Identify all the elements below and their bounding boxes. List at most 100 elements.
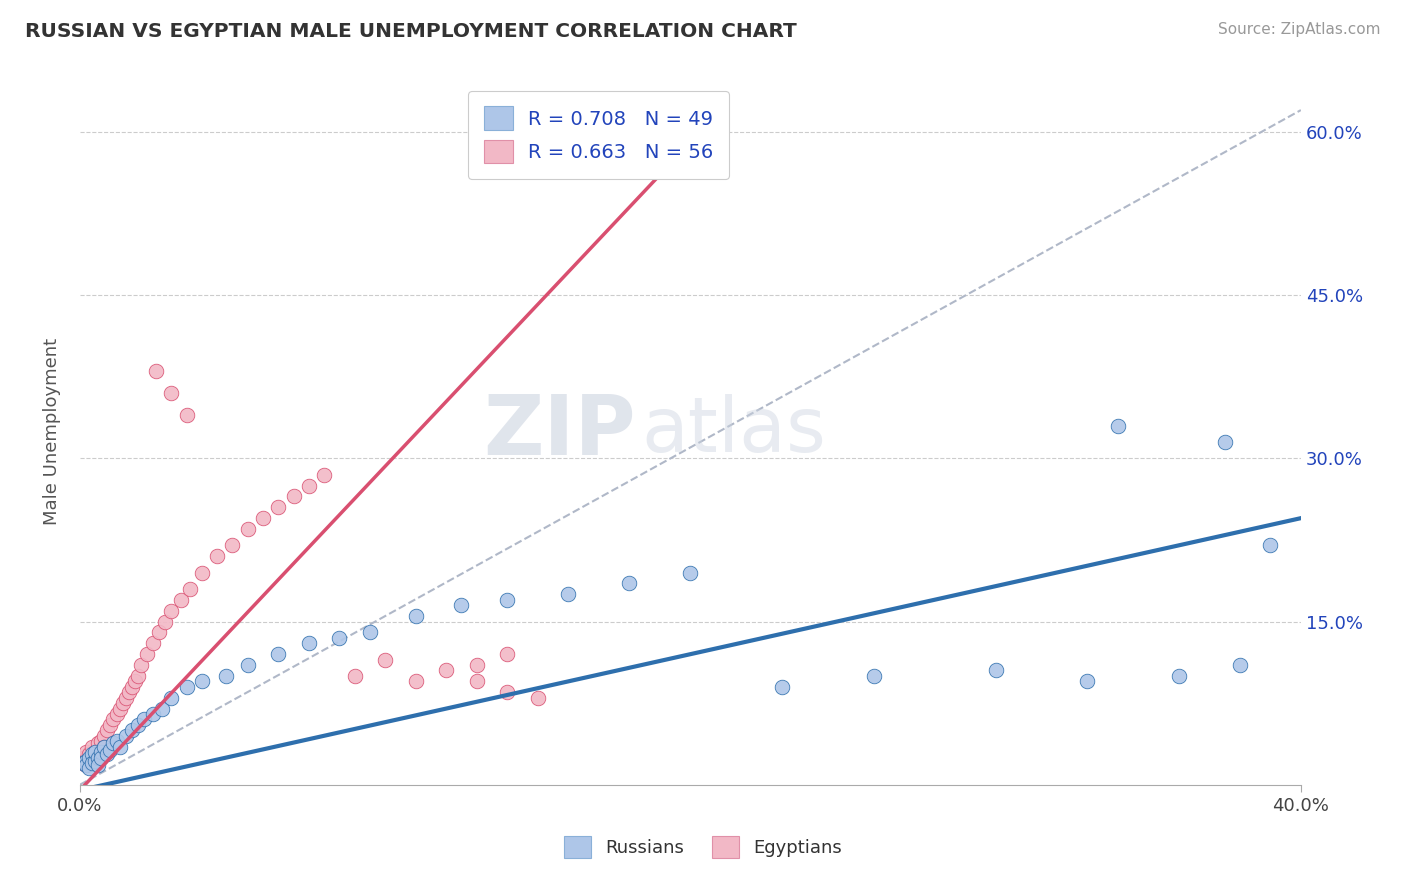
Point bbox=[267, 500, 290, 515]
Point bbox=[105, 706, 128, 721]
Point bbox=[862, 669, 884, 683]
Point bbox=[87, 736, 110, 750]
Point bbox=[236, 658, 259, 673]
Point bbox=[103, 736, 125, 750]
Point bbox=[105, 734, 128, 748]
Point bbox=[1229, 658, 1251, 673]
Point bbox=[121, 680, 143, 694]
Point bbox=[75, 745, 97, 759]
Point bbox=[75, 754, 97, 768]
Point bbox=[90, 745, 112, 759]
Point bbox=[374, 652, 396, 666]
Point bbox=[84, 745, 107, 759]
Point bbox=[87, 758, 110, 772]
Legend: R = 0.708   N = 49, R = 0.663   N = 56: R = 0.708 N = 49, R = 0.663 N = 56 bbox=[468, 91, 730, 179]
Point bbox=[221, 538, 243, 552]
Point bbox=[100, 718, 122, 732]
Point bbox=[90, 734, 112, 748]
Point bbox=[1167, 669, 1189, 683]
Point bbox=[80, 747, 103, 762]
Point bbox=[93, 739, 115, 754]
Point bbox=[1213, 434, 1236, 449]
Legend: Russians, Egyptians: Russians, Egyptians bbox=[557, 829, 849, 865]
Point bbox=[191, 566, 214, 580]
Point bbox=[96, 723, 118, 738]
Point bbox=[93, 729, 115, 743]
Point bbox=[155, 615, 177, 629]
Point bbox=[96, 747, 118, 762]
Point bbox=[215, 669, 238, 683]
Point bbox=[267, 647, 290, 661]
Point bbox=[343, 669, 366, 683]
Point bbox=[77, 754, 100, 768]
Point bbox=[72, 756, 94, 770]
Point bbox=[191, 674, 214, 689]
Point bbox=[679, 566, 702, 580]
Point bbox=[87, 750, 110, 764]
Point bbox=[496, 647, 519, 661]
Text: Source: ZipAtlas.com: Source: ZipAtlas.com bbox=[1218, 22, 1381, 37]
Point bbox=[108, 701, 131, 715]
Point bbox=[405, 609, 427, 624]
Point bbox=[465, 658, 488, 673]
Point bbox=[465, 674, 488, 689]
Point bbox=[136, 647, 159, 661]
Point bbox=[283, 489, 305, 503]
Point bbox=[148, 625, 170, 640]
Text: RUSSIAN VS EGYPTIAN MALE UNEMPLOYMENT CORRELATION CHART: RUSSIAN VS EGYPTIAN MALE UNEMPLOYMENT CO… bbox=[25, 22, 797, 41]
Point bbox=[450, 598, 472, 612]
Point bbox=[77, 761, 100, 775]
Point bbox=[176, 408, 198, 422]
Point bbox=[84, 756, 107, 770]
Point bbox=[160, 604, 183, 618]
Point bbox=[179, 582, 201, 596]
Point bbox=[84, 754, 107, 768]
Point bbox=[770, 680, 793, 694]
Point bbox=[103, 713, 125, 727]
Point bbox=[150, 701, 173, 715]
Point bbox=[236, 522, 259, 536]
Text: ZIP: ZIP bbox=[482, 391, 636, 472]
Point bbox=[328, 631, 350, 645]
Point bbox=[127, 669, 149, 683]
Point bbox=[80, 756, 103, 770]
Point bbox=[80, 739, 103, 754]
Point bbox=[114, 729, 136, 743]
Point bbox=[619, 576, 641, 591]
Point bbox=[77, 747, 100, 762]
Point bbox=[80, 750, 103, 764]
Point bbox=[132, 713, 155, 727]
Point bbox=[127, 718, 149, 732]
Point bbox=[1260, 538, 1282, 552]
Point bbox=[72, 750, 94, 764]
Point bbox=[434, 664, 457, 678]
Point bbox=[93, 739, 115, 754]
Point bbox=[526, 690, 548, 705]
Point bbox=[77, 750, 100, 764]
Point bbox=[72, 756, 94, 770]
Point bbox=[142, 636, 165, 650]
Point bbox=[75, 758, 97, 772]
Point bbox=[298, 478, 321, 492]
Point bbox=[252, 511, 274, 525]
Point bbox=[176, 680, 198, 694]
Point bbox=[160, 386, 183, 401]
Point bbox=[90, 750, 112, 764]
Point bbox=[100, 743, 122, 757]
Point bbox=[312, 467, 335, 482]
Point bbox=[129, 658, 152, 673]
Point bbox=[108, 739, 131, 754]
Point bbox=[1107, 418, 1129, 433]
Point bbox=[118, 685, 141, 699]
Point bbox=[496, 592, 519, 607]
Point bbox=[114, 690, 136, 705]
Point bbox=[145, 364, 167, 378]
Text: atlas: atlas bbox=[641, 394, 827, 468]
Point bbox=[496, 685, 519, 699]
Point bbox=[557, 587, 579, 601]
Point bbox=[160, 690, 183, 705]
Point bbox=[142, 706, 165, 721]
Point bbox=[75, 758, 97, 772]
Point bbox=[90, 745, 112, 759]
Point bbox=[405, 674, 427, 689]
